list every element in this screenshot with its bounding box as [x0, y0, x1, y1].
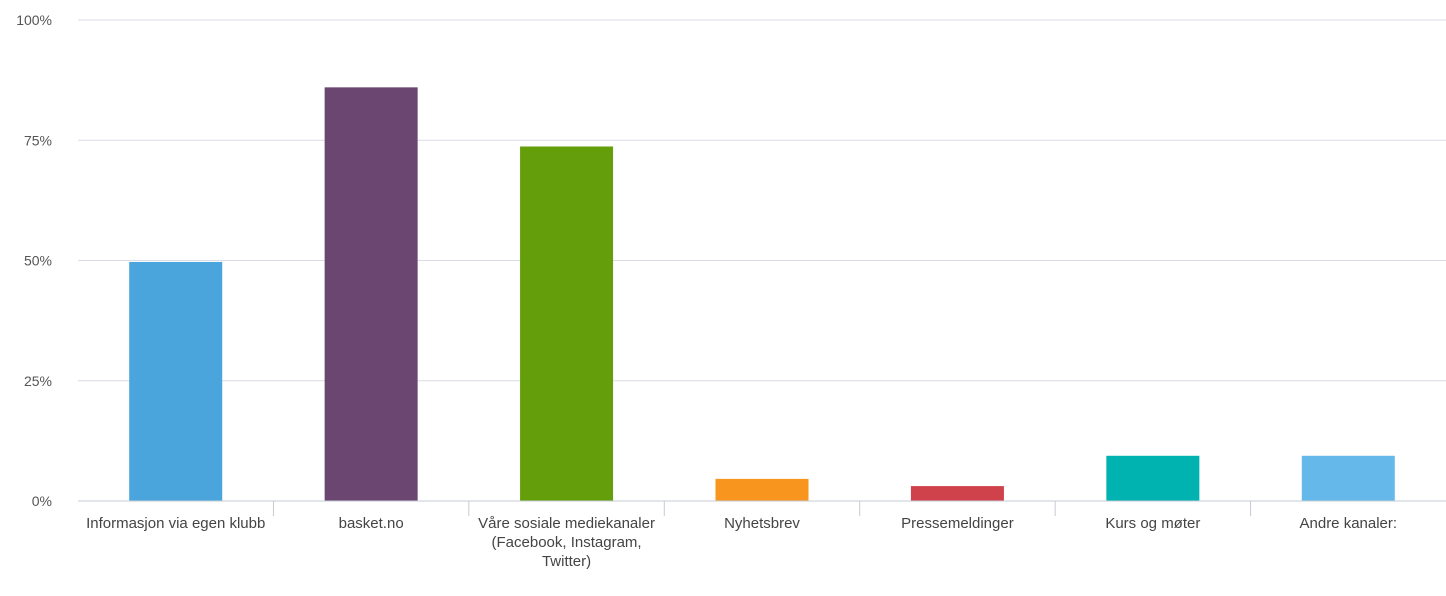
x-category-label: Informasjon via egen klubb	[86, 515, 266, 532]
y-tick-label: 0%	[32, 493, 52, 509]
x-category-label: basket.no	[338, 515, 404, 532]
bars	[129, 87, 1395, 502]
y-axis-ticks: 0% 25% 50% 75% 100%	[16, 12, 52, 509]
bar-5	[910, 486, 1004, 501]
bar-6	[1106, 455, 1200, 501]
bar-4	[715, 478, 809, 501]
x-category-label: Nyhetsbrev	[724, 515, 800, 532]
y-tick-label: 25%	[24, 373, 52, 389]
y-tick-label: 50%	[24, 253, 52, 269]
bar-3	[520, 146, 614, 502]
bar-1	[129, 261, 223, 501]
y-tick-label: 100%	[16, 12, 52, 28]
x-category-label: Kurs og møter	[1105, 515, 1201, 532]
x-category-label: Andre kanaler:	[1299, 515, 1398, 532]
y-tick-label: 75%	[24, 132, 52, 148]
x-axis	[78, 500, 1446, 516]
x-category-label: Pressemeldinger	[901, 515, 1014, 532]
bar-7	[1301, 455, 1395, 501]
bar-2	[324, 87, 418, 501]
gridlines	[78, 19, 1446, 382]
x-category-label: Våre sosiale mediekanaler (Facebook, Ins…	[478, 515, 655, 570]
